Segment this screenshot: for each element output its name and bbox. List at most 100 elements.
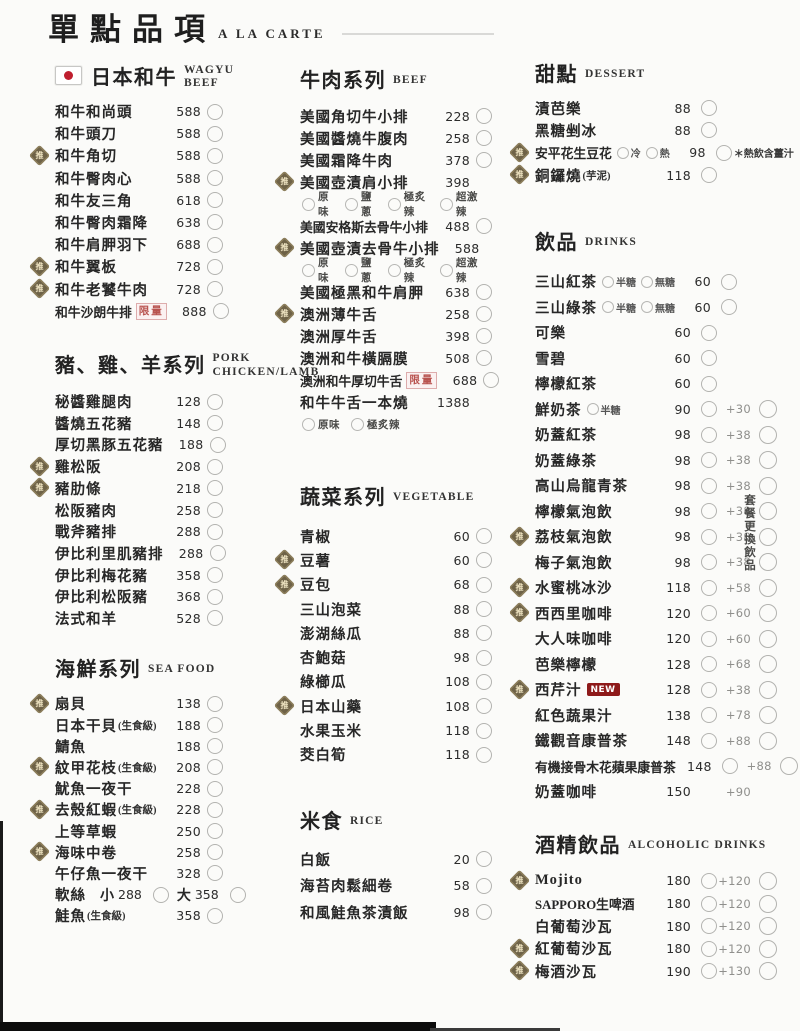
menu-item-row: 推 豬肋條 218 [28, 477, 223, 500]
item-name: 紅葡萄沙瓦 [535, 942, 613, 959]
order-circle [207, 125, 223, 142]
order-circle [476, 152, 492, 168]
inline-option-label: 半糖 [616, 278, 636, 290]
addon-order-circle [759, 871, 777, 890]
menu-item-row: 漬芭樂 88 [535, 97, 777, 119]
order-circle [207, 458, 223, 475]
menu-item-row: 松阪豬肉 258 [55, 499, 223, 521]
menu-item-row: 奶蓋咖啡 150 +90 [535, 779, 777, 805]
menu-item-row: 和牛肩胛羽下 688 [55, 234, 223, 256]
item-options-row: 原味 鹽蔥 極炙辣 超激辣 [300, 192, 492, 218]
item-name: 綠櫛瓜 [300, 675, 347, 692]
menu-item-row: 軟絲小 288 大 358 [55, 884, 246, 905]
menu-item-row: 澳洲和牛橫膈膜 508 [300, 347, 492, 369]
item-price: 188 [176, 717, 201, 733]
item-price: 118 [445, 747, 470, 763]
addon-order-circle [759, 629, 777, 648]
item-name: 豆包 [300, 578, 331, 595]
recommend-seal-char: 推 [35, 261, 44, 271]
order-circle [207, 717, 223, 734]
menu-item-row: 澳洲厚牛舌 398 [300, 325, 492, 347]
order-circle [715, 144, 732, 161]
recommend-seal-icon: 推 [28, 477, 51, 499]
order-circle [701, 579, 717, 596]
option-label: 超激辣 [455, 192, 478, 218]
recommend-seal-icon: 推 [508, 937, 531, 959]
item-price: 138 [666, 707, 691, 723]
menu-item-row: 奶蓋紅茶 98 +38 [535, 422, 777, 448]
item-price: 688 [176, 237, 201, 253]
option-circle [387, 197, 401, 211]
recommend-seal-icon: 推 [508, 141, 531, 163]
item-price: 150 [666, 784, 691, 800]
item-price: 98 [674, 478, 691, 494]
item-price: 60 [674, 325, 691, 341]
item-price: 528 [176, 610, 201, 626]
item-name: 銅鑼燒 [535, 168, 582, 185]
section-items-pork-chicken-lamb: 秘醬雞腿肉 128 醬燒五花豬 148 厚切黑豚五花豬 188 推雞松阪 208 推豬肋條 218… [28, 391, 226, 630]
recommend-seal-icon: 推 [508, 602, 531, 624]
addon-price: +38 [725, 504, 751, 519]
item-name: 梅子氣泡飲 [535, 555, 613, 572]
menu-item-row: 美國角切牛小排 228 [300, 105, 492, 127]
item-price: 180 [666, 873, 691, 889]
menu-item-row: 美國極黑和牛肩胛 638 [300, 281, 492, 303]
menu-item-row: 推 雞松阪 208 [28, 455, 223, 478]
menu-item-row: 厚切黑豚五花豬 188 [55, 434, 226, 456]
item-price: 90 [674, 401, 691, 417]
menu-item-row: 高山烏龍青茶 98 +38 [535, 473, 777, 499]
item-price: 288 [178, 545, 204, 561]
item-price: 60 [674, 350, 691, 366]
recommend-seal-char: 推 [35, 846, 44, 856]
item-name: 紋甲花枝 [55, 760, 117, 777]
item-price: 98 [674, 554, 691, 570]
item-price: 208 [176, 459, 201, 475]
item-inline-option: 冷 [616, 145, 641, 160]
item-name: 美國壺漬去骨牛小排 [300, 241, 440, 258]
item-name: 伊比利松阪豬 [55, 590, 148, 607]
menu-item-row: 三山泡菜 88 [300, 597, 492, 621]
menu-item-row: 推 紅葡萄沙瓦 180 +120 [508, 937, 777, 960]
recommend-seal-char: 推 [35, 283, 44, 293]
order-circle [701, 554, 717, 571]
item-price: 688 [452, 372, 478, 388]
menu-item-row: 檸檬氣泡飲 98 +38 [535, 499, 777, 525]
order-circle [476, 851, 492, 868]
menu-item-row: 和牛臀肉心 588 [55, 167, 223, 189]
item-price: 190 [666, 963, 691, 979]
item-option: 鹽蔥 [344, 255, 377, 285]
item-name: 豆薯 [300, 553, 331, 570]
option-circle [302, 417, 315, 431]
section-wagyu: 日本和牛 WAGYU BEEF 和牛和尚頭 588 和牛頭刀 588 推和牛角切 588 和牛臀… [28, 60, 233, 322]
item-name: 澳洲厚牛舌 [300, 329, 378, 346]
item-name: 和牛角切 [55, 149, 117, 166]
section-title: 甜點 [535, 64, 578, 86]
item-inline-option: 半糖 [602, 300, 636, 315]
item-price: 488 [445, 218, 470, 234]
item-price: 108 [445, 698, 470, 714]
item-name: 法式和羊 [55, 611, 117, 628]
order-circle [476, 108, 492, 124]
recommend-seal-char: 推 [280, 554, 289, 564]
order-circle [207, 738, 223, 755]
item-price: 120 [666, 605, 691, 621]
inline-option-label: 半糖 [600, 405, 621, 417]
option-circle [344, 263, 358, 277]
limited-badge: 限量 [135, 302, 167, 320]
menu-item-row: 水果玉米 118 [300, 718, 492, 742]
section-title-en: DRINKS [585, 236, 637, 249]
item-name: 美國安格斯去骨牛小排 [300, 220, 428, 235]
item-price: 108 [445, 674, 470, 690]
item-price: 88 [453, 601, 470, 617]
order-circle [207, 865, 223, 882]
size-label: 小 [100, 888, 114, 904]
recommend-seal-icon: 推 [28, 756, 51, 778]
addon-price: +60 [725, 631, 751, 646]
menu-item-row: 和牛和尚頭 588 [55, 100, 223, 122]
menu-item-row: 大人味咖啡 120 +60 [535, 626, 777, 652]
order-circle [207, 281, 223, 298]
item-price: 588 [176, 126, 201, 142]
item-options-row: 原味 極炙辣 [300, 413, 492, 435]
item-name: 白葡萄沙瓦 [535, 919, 613, 936]
section-vegetable: 蔬菜系列 VEGETABLE 青椒 60 推豆薯 60 推豆包 68 三山泡菜 88 澎湖絲瓜 88 杏… [273, 481, 492, 767]
